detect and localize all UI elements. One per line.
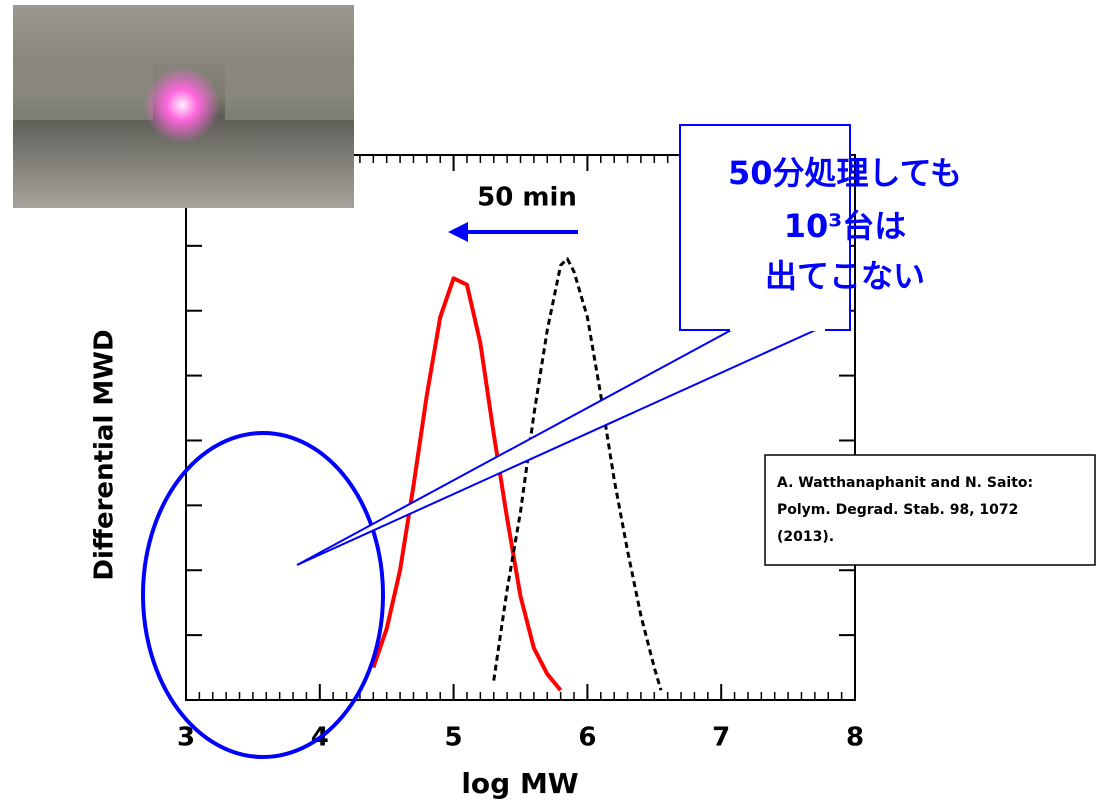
callout-joint bbox=[730, 326, 825, 331]
citation-text: (2013). bbox=[777, 529, 834, 545]
citation-text: Polym. Degrad. Stab. 98, 1072 bbox=[777, 502, 1018, 518]
x-axis-label: log MW bbox=[461, 767, 578, 800]
callout-text: 50分処理しても bbox=[728, 154, 962, 192]
y-axis-label: Differential MWD bbox=[90, 329, 120, 580]
x-tick-label: 7 bbox=[712, 723, 730, 753]
citation-text: A. Watthanaphanit and N. Saito: bbox=[777, 475, 1033, 491]
callout-pointer bbox=[297, 328, 820, 565]
shift-arrowhead bbox=[448, 222, 468, 242]
x-tick-label: 8 bbox=[846, 723, 864, 753]
slide: 345678 Differential MWD log MW 50 min 50… bbox=[0, 0, 1110, 808]
photo bbox=[13, 5, 354, 208]
x-tick-label: 6 bbox=[578, 723, 596, 753]
highlight-ellipse bbox=[143, 433, 383, 757]
shift-label: 50 min bbox=[477, 183, 577, 213]
x-tick-label: 5 bbox=[445, 723, 463, 753]
callout-text: 出てこない bbox=[765, 257, 925, 295]
data-line bbox=[494, 259, 661, 690]
callout-text: 10³台は bbox=[784, 207, 907, 245]
